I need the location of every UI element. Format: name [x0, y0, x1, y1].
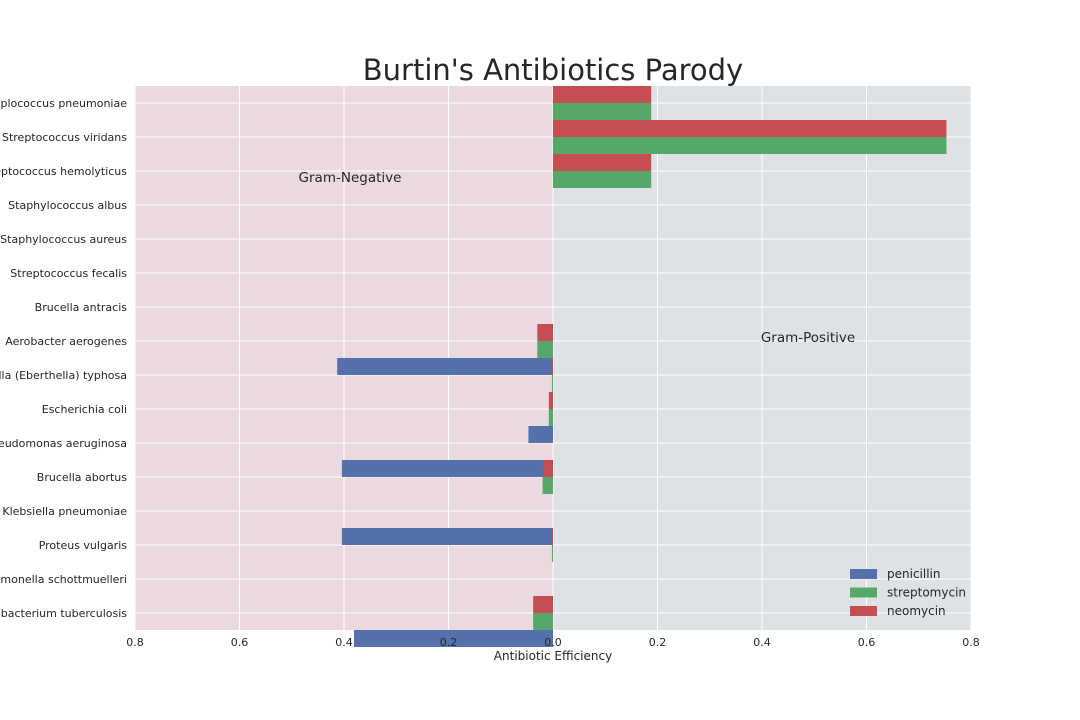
x-axis-label: Antibiotic Efficiency [494, 649, 612, 663]
region-label-gram-negative: Gram-Negative [299, 170, 402, 186]
bar-penicillin [341, 528, 553, 545]
legend-swatch-neomycin [850, 606, 877, 616]
y-tick-label: Mycobacterium tuberculosis [0, 607, 127, 620]
y-tick-label: Streptococcus viridans [2, 131, 127, 144]
bar-streptomycin [533, 613, 553, 630]
legend-swatch-streptomycin [850, 587, 877, 598]
bar-neomycin [553, 120, 947, 137]
y-tick-label: Staphylococcus aureus [0, 233, 127, 246]
x-tick-label: 0.6 [231, 636, 249, 649]
x-tick-label: 0.4 [335, 636, 353, 649]
x-tick-label: 0.6 [858, 636, 876, 649]
bar-streptomycin [551, 375, 553, 392]
y-tick-label: Streptococcus hemolyticus [0, 165, 127, 178]
x-tick-label: 0.0 [544, 636, 562, 649]
legend-label-penicillin: penicillin [887, 567, 940, 581]
bar-streptomycin [553, 137, 947, 154]
y-tick-label: Salmonella (Eberthella) typhosa [0, 369, 127, 382]
y-tick-label: Brucella antracis [35, 301, 128, 314]
bar-streptomycin [548, 409, 553, 426]
bar-streptomycin [542, 477, 553, 494]
bar-penicillin [353, 630, 553, 647]
y-tick-label: Aerobacter aerogenes [5, 335, 127, 348]
bar-neomycin [533, 596, 553, 613]
legend-label-streptomycin: streptomycin [887, 586, 966, 600]
chart-title: Burtin's Antibiotics Parody [363, 53, 743, 87]
y-tick-label: Pseudomonas aeruginosa [0, 437, 127, 450]
y-tick-label: Escherichia coli [42, 403, 127, 416]
bar-streptomycin [553, 171, 652, 188]
bar-penicillin [528, 426, 553, 443]
y-tick-label: Diplococcus pneumoniae [0, 97, 127, 110]
legend-label-neomycin: neomycin [887, 604, 946, 618]
bar-neomycin [537, 324, 553, 341]
y-tick-label: Proteus vulgaris [39, 539, 128, 552]
x-tick-label: 0.8 [126, 636, 144, 649]
bar-streptomycin [551, 545, 553, 562]
x-tick-label: 0.2 [440, 636, 458, 649]
bar-neomycin [553, 154, 652, 171]
region-label-gram-positive: Gram-Positive [761, 330, 855, 346]
legend-swatch-penicillin [850, 569, 877, 579]
x-tick-label: 0.4 [753, 636, 771, 649]
bar-neomycin [543, 460, 553, 477]
bar-neomycin [551, 358, 553, 375]
bar-neomycin [548, 392, 553, 409]
bar-penicillin [337, 358, 553, 375]
y-tick-label: Brucella abortus [37, 471, 127, 484]
x-tick-label: 0.8 [962, 636, 980, 649]
bar-streptomycin [537, 341, 553, 358]
y-tick-label: Staphylococcus albus [8, 199, 127, 212]
legend: penicillin streptomycin neomycin [850, 567, 966, 618]
y-tick-label: Streptococcus fecalis [10, 267, 127, 280]
y-tick-label: Salmonella schottmuelleri [0, 573, 127, 586]
bar-penicillin [341, 460, 553, 477]
bar-streptomycin [553, 103, 652, 120]
bar-neomycin [551, 528, 553, 545]
x-tick-label: 0.2 [649, 636, 667, 649]
y-tick-label: Klebsiella pneumoniae [2, 505, 127, 518]
bar-neomycin [553, 86, 652, 103]
